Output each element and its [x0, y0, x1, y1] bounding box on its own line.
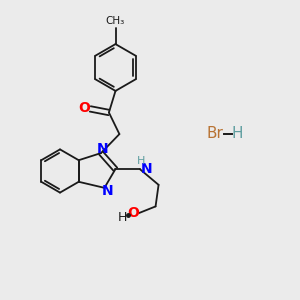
Text: O: O	[78, 101, 90, 115]
Text: H: H	[118, 211, 127, 224]
Text: CH₃: CH₃	[106, 16, 125, 26]
Text: H: H	[232, 126, 243, 141]
Text: O: O	[127, 206, 139, 220]
Text: Br: Br	[206, 126, 223, 141]
Text: N: N	[102, 184, 113, 198]
Text: N: N	[141, 162, 152, 176]
Text: H: H	[137, 156, 145, 166]
Text: N: N	[97, 142, 109, 156]
